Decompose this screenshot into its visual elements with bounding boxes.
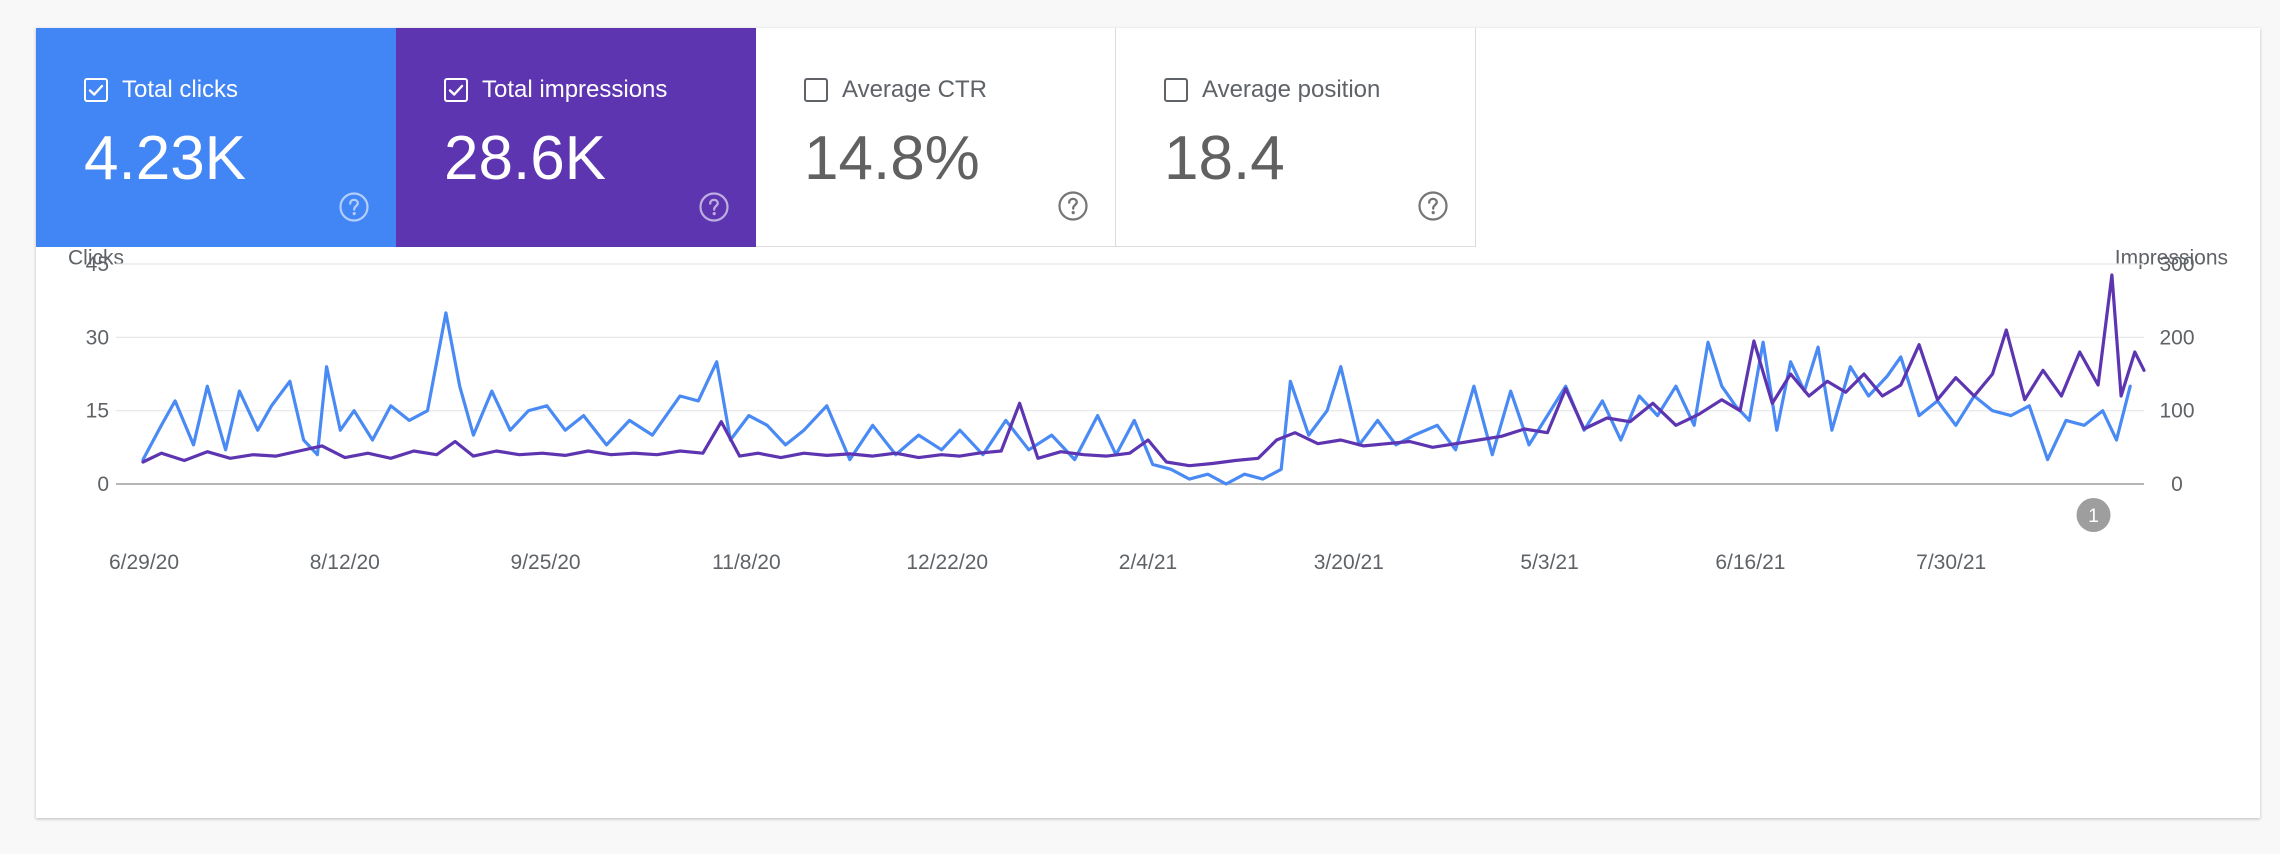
right-tick-label: 300 [2159,253,2194,276]
right-tick-label: 200 [2159,326,2194,349]
help-circle-icon[interactable] [338,191,370,223]
help-circle-icon[interactable] [1057,190,1089,222]
performance-chart[interactable]: Clicks Impressions015304501002003006/29/2… [36,247,2260,818]
checkbox-checked-icon[interactable] [84,78,108,102]
tile-total-clicks[interactable]: Total clicks 4.23K [36,28,396,247]
metric-tiles: Total clicks 4.23K Total impressions 28.… [36,28,1476,247]
tile-value: 18.4 [1164,124,1285,193]
x-tick-label: 12/22/20 [906,551,988,574]
tile-value: 14.8% [804,124,980,193]
x-tick-label: 6/16/21 [1715,551,1785,574]
tile-label: Total impressions [482,76,668,103]
tile-label: Total clicks [122,76,239,103]
left-tick-label: 0 [97,473,109,496]
annotation-marker [2076,498,2111,532]
tile-label: Average position [1202,76,1381,103]
checkbox-checked-icon[interactable] [444,78,468,102]
tile-total-impressions[interactable]: Total impressions 28.6K [396,28,756,247]
checkbox-unchecked-icon[interactable] [1164,78,1188,102]
right-tick-label: 100 [2159,400,2194,423]
clicks-series-line [141,311,2132,486]
left-tick-label: 15 [86,400,109,423]
x-tick-label: 9/25/20 [511,551,581,574]
x-tick-label: 3/20/21 [1314,551,1384,574]
tile-header: Average CTR [804,76,987,104]
left-axis-title: Clicks [68,247,124,269]
x-tick-label: 8/12/20 [310,551,380,574]
help-circle-icon[interactable] [698,191,730,223]
x-tick-label: 7/30/21 [1916,551,1986,574]
x-tick-label: 6/29/20 [109,551,179,574]
left-tick-label: 30 [86,326,109,349]
tile-header: Total clicks [84,76,238,104]
x-tick-label: 2/4/21 [1119,551,1177,574]
tile-average-ctr[interactable]: Average CTR 14.8% [756,28,1116,247]
x-tick-label: 11/8/20 [712,551,781,574]
performance-card: Total clicks 4.23K Total impressions 28.… [36,28,2260,818]
tile-header: Average position [1164,76,1380,104]
annotation-label: 1 [2088,506,2099,527]
checkbox-unchecked-icon[interactable] [804,78,828,102]
tile-value: 4.23K [84,124,247,193]
tile-label: Average CTR [842,76,987,103]
left-tick-label: 45 [86,253,109,276]
tile-value: 28.6K [444,124,607,193]
impressions-series-line [141,273,2146,468]
help-circle-icon[interactable] [1417,190,1449,222]
x-tick-label: 5/3/21 [1520,551,1578,574]
tile-average-position[interactable]: Average position 18.4 [1116,28,1476,247]
tile-header: Total impressions [444,76,667,104]
right-tick-label: 0 [2171,473,2183,496]
